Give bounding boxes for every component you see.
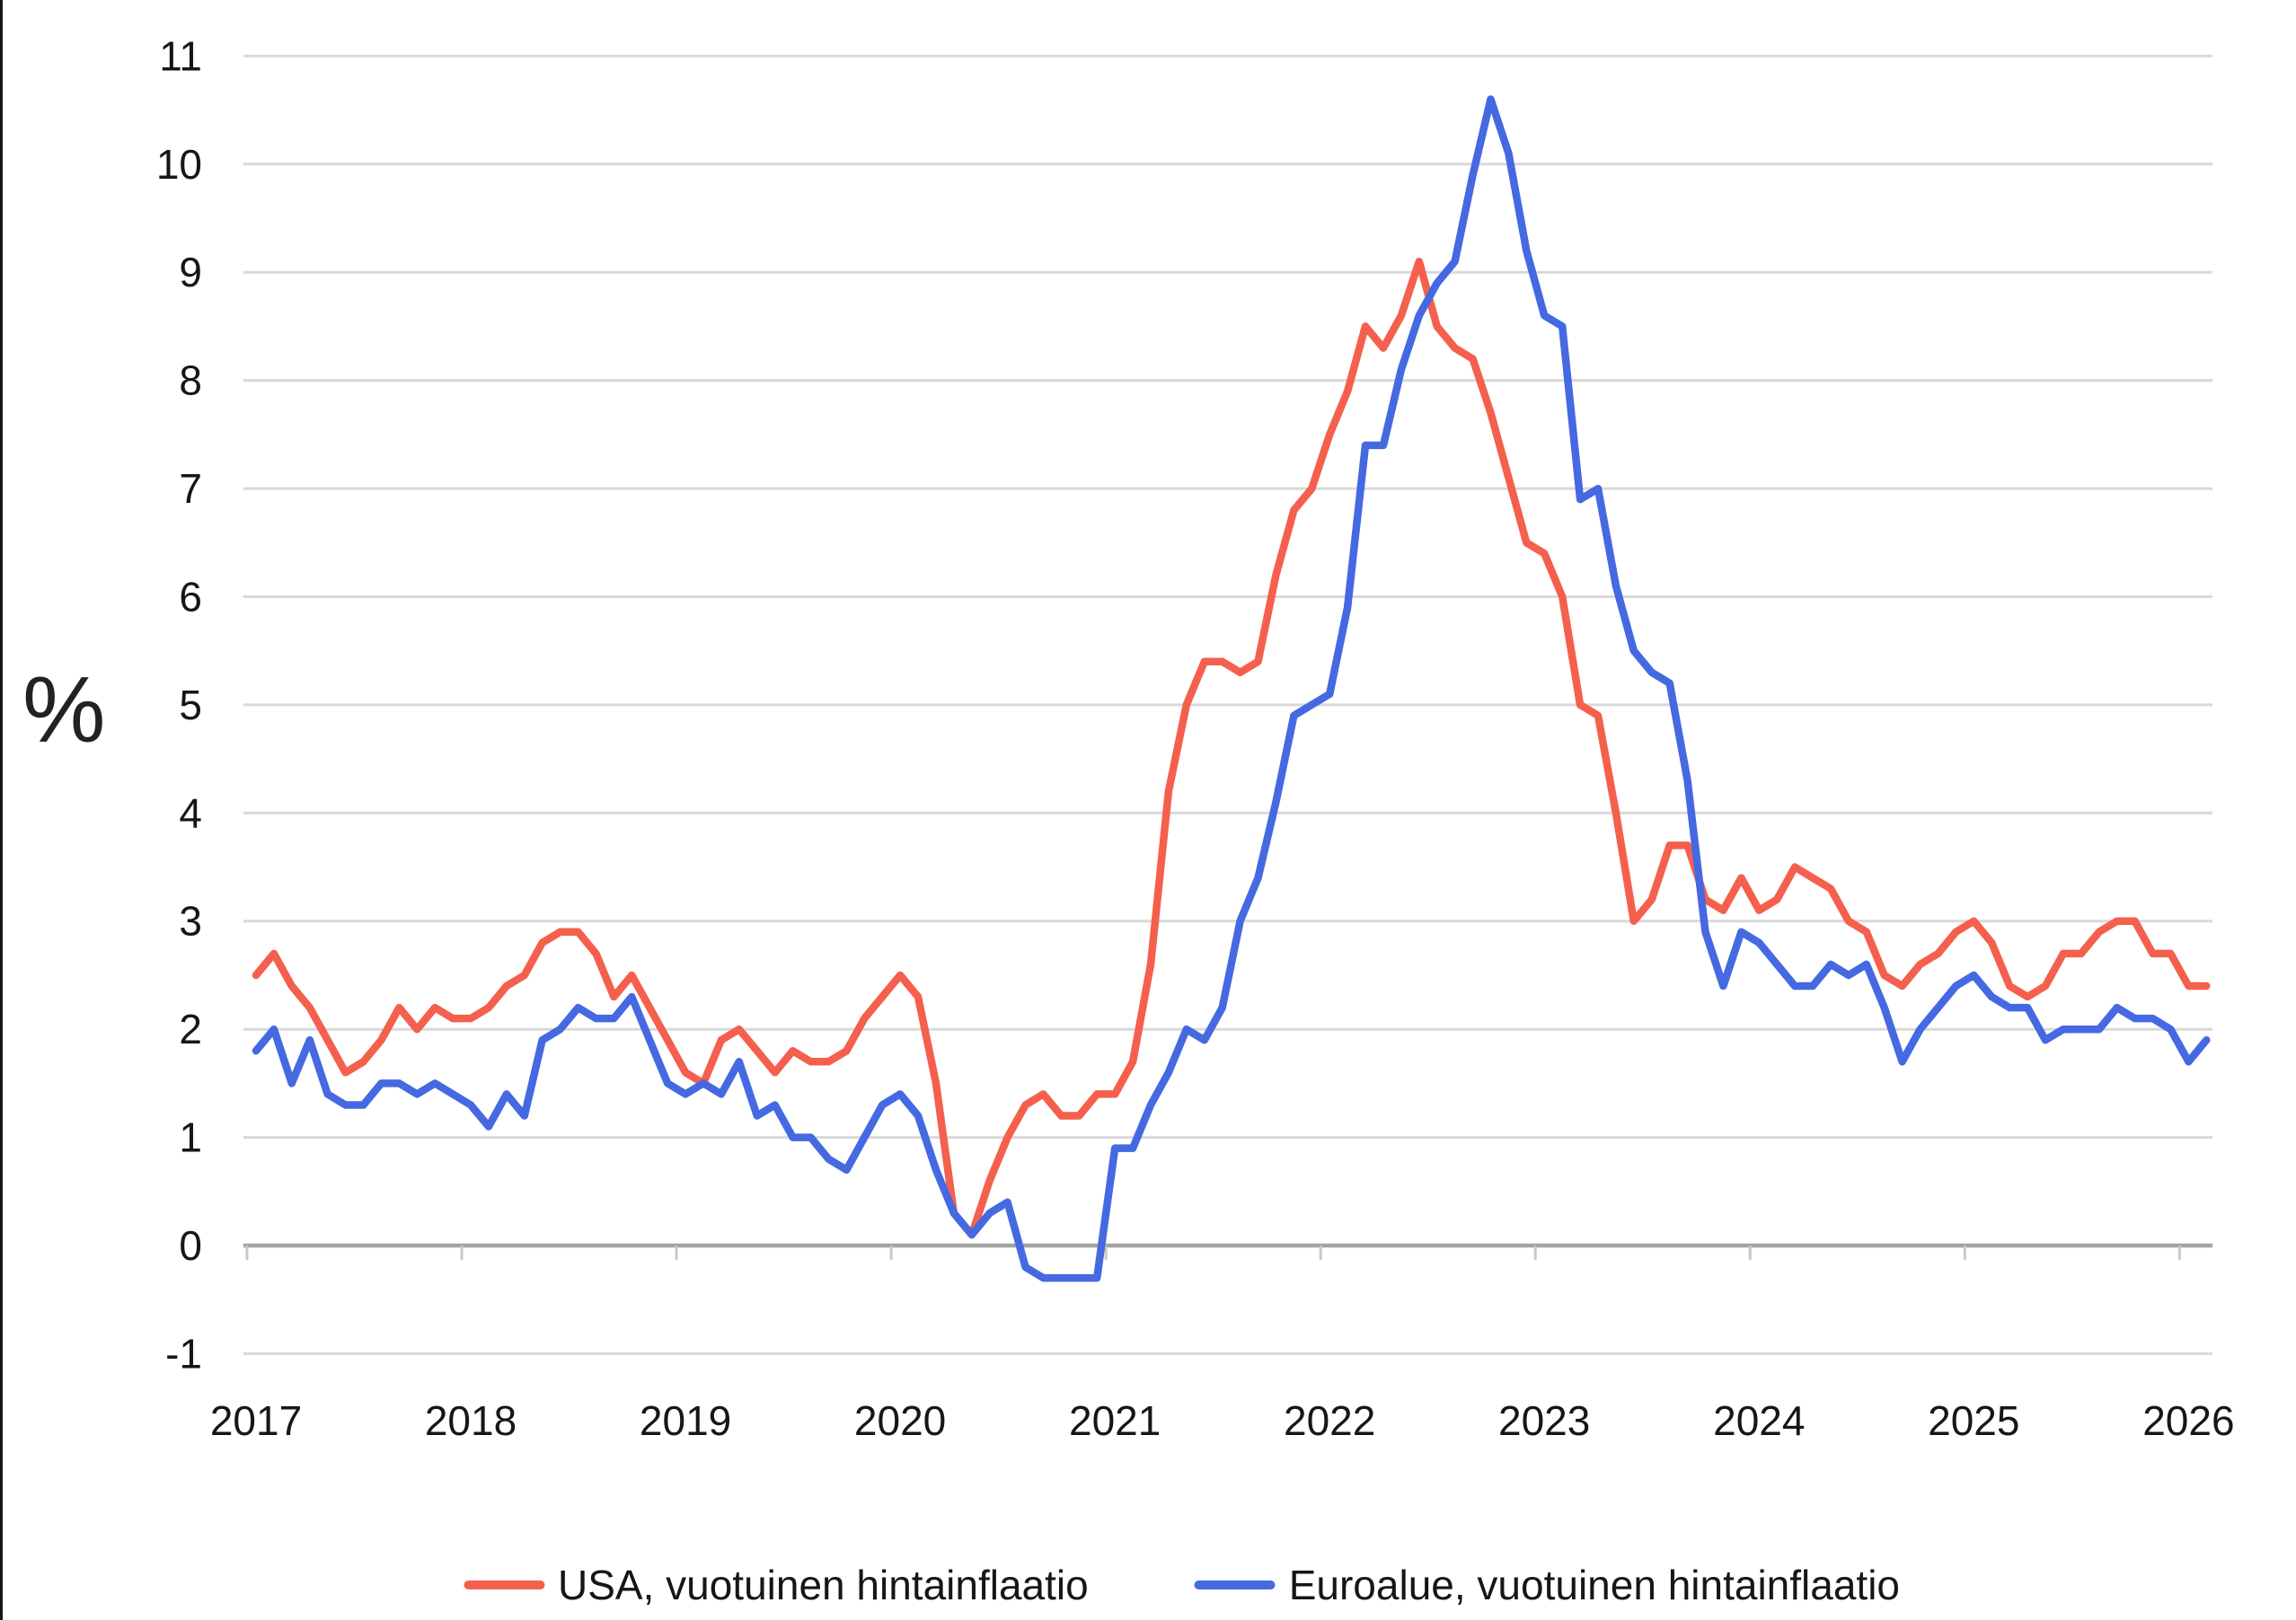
svg-text:11: 11 (159, 32, 202, 79)
usa-line-swatch (463, 1580, 544, 1589)
svg-text:2021: 2021 (1069, 1397, 1161, 1444)
svg-text:2: 2 (179, 1006, 202, 1052)
svg-text:10: 10 (156, 141, 202, 188)
legend-item-usa: USA, vuotuinen hintainflaatio (463, 1561, 1089, 1609)
svg-text:5: 5 (179, 682, 202, 728)
svg-text:7: 7 (179, 465, 202, 512)
chart-canvas: 2017 2018 2019 2020 2021 2022 2023 2024 2025 2026… (22, 32, 2235, 1444)
svg-text:1: 1 (179, 1114, 202, 1161)
svg-text:0: 0 (179, 1222, 202, 1269)
svg-text:3: 3 (179, 898, 202, 945)
svg-text:2026: 2026 (2142, 1397, 2234, 1444)
legend: USA, vuotuinen hintainflaatio Euroalue, … (463, 1561, 1901, 1609)
svg-text:2025: 2025 (1928, 1397, 2019, 1444)
svg-text:9: 9 (179, 249, 202, 295)
legend-label-euroalue: Euroalue, vuotuinen hintainflaatio (1288, 1562, 1901, 1608)
svg-text:%: % (22, 658, 105, 762)
euroalue-line-swatch (1194, 1580, 1276, 1589)
svg-text:2022: 2022 (1284, 1397, 1375, 1444)
svg-text:4: 4 (179, 789, 202, 836)
svg-text:2017: 2017 (210, 1397, 302, 1444)
svg-text:8: 8 (179, 357, 202, 404)
svg-text:2020: 2020 (854, 1397, 946, 1444)
svg-text:2018: 2018 (425, 1397, 517, 1444)
svg-text:2024: 2024 (1713, 1397, 1805, 1444)
svg-text:2023: 2023 (1498, 1397, 1590, 1444)
svg-text:2019: 2019 (640, 1397, 731, 1444)
legend-item-euroalue: Euroalue, vuotuinen hintainflaatio (1194, 1561, 1901, 1609)
svg-text:6: 6 (179, 574, 202, 621)
legend-label-usa: USA, vuotuinen hintainflaatio (557, 1562, 1089, 1608)
svg-text:-1: -1 (165, 1330, 202, 1377)
